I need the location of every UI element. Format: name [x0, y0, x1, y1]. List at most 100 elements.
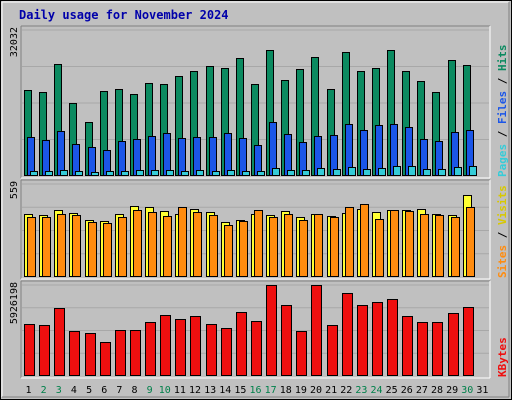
- day-label-1: 1: [26, 385, 32, 396]
- bar-sites-day-8: [133, 210, 142, 277]
- bar-files-day-5: [91, 172, 99, 176]
- bar-files-day-23: [363, 169, 371, 176]
- day-label-9: 9: [147, 385, 153, 396]
- day-label-17: 17: [265, 385, 277, 396]
- bar-kbytes-day-10: [160, 315, 171, 376]
- bar-kbytes-day-11: [175, 319, 186, 376]
- day-labels: 1 2 3 4 5 6 7 8 9 10 11 12 13 14 15 16 17 18 19 20 21 22 23 24 2…: [26, 385, 489, 396]
- right-label-sites: Sites: [496, 245, 509, 278]
- bar-sites-day-30: [466, 207, 475, 277]
- day-label-11: 11: [174, 385, 186, 396]
- bar-files-day-8: [136, 170, 144, 176]
- bar-pages-day-7: [118, 141, 126, 176]
- bar-files-day-16: [257, 171, 265, 176]
- bar-sites-day-28: [435, 215, 444, 277]
- bar-sites-day-26: [405, 211, 414, 277]
- bar-kbytes-day-9: [145, 322, 156, 376]
- bar-pages-day-13: [209, 137, 217, 176]
- bar-sites-day-27: [420, 214, 429, 277]
- day-label-26: 26: [401, 385, 413, 396]
- right-label-files: Files: [496, 91, 509, 124]
- bar-pages-day-11: [178, 138, 186, 176]
- bar-files-day-6: [106, 171, 114, 176]
- bar-kbytes-day-30: [463, 307, 474, 376]
- bar-sites-day-25: [390, 210, 399, 277]
- bar-kbytes-day-14: [221, 328, 232, 376]
- right-labels-visits: Sites / Visits: [496, 185, 509, 278]
- day-label-27: 27: [416, 385, 428, 396]
- bar-sites-day-22: [345, 207, 354, 277]
- bar-pages-day-5: [88, 147, 96, 176]
- bar-pages-day-2: [42, 140, 50, 176]
- series-kbytes: [24, 285, 474, 376]
- bar-files-day-3: [60, 170, 68, 176]
- right-label-hits: Hits: [496, 45, 509, 72]
- panel-kbytes: 5926198 KBytes: [9, 280, 509, 379]
- day-label-19: 19: [295, 385, 307, 396]
- series-sites: [27, 204, 475, 277]
- bar-sites-day-17: [269, 217, 278, 277]
- bar-kbytes-day-16: [251, 321, 262, 376]
- bar-pages-day-10: [163, 133, 171, 176]
- bar-files-day-13: [212, 171, 220, 176]
- bar-pages-day-14: [224, 133, 232, 176]
- day-label-18: 18: [280, 385, 292, 396]
- day-label-7: 7: [116, 385, 122, 396]
- bar-kbytes-day-23: [357, 305, 368, 376]
- panel-hits: 32032 Pages / Files / Hits: [9, 25, 509, 179]
- bar-kbytes-day-21: [327, 325, 338, 376]
- bar-kbytes-day-13: [206, 324, 217, 376]
- bar-files-day-27: [423, 169, 431, 176]
- bar-kbytes-day-5: [85, 333, 96, 376]
- day-label-12: 12: [189, 385, 201, 396]
- bar-files-day-26: [408, 166, 416, 176]
- bar-pages-day-12: [193, 137, 201, 176]
- bar-kbytes-day-4: [69, 331, 80, 376]
- day-label-24: 24: [371, 385, 383, 396]
- bar-kbytes-day-6: [100, 342, 111, 376]
- bar-sites-day-11: [178, 207, 187, 277]
- day-label-29: 29: [446, 385, 458, 396]
- right-label-kbytes: KBytes: [496, 337, 509, 377]
- day-label-25: 25: [386, 385, 398, 396]
- bar-files-day-30: [469, 166, 477, 176]
- bar-sites-day-6: [103, 223, 112, 277]
- bar-files-day-25: [393, 166, 401, 176]
- bar-kbytes-day-7: [115, 330, 126, 376]
- day-label-13: 13: [204, 385, 216, 396]
- bar-kbytes-day-25: [387, 299, 398, 376]
- bar-pages-day-15: [239, 138, 247, 176]
- bar-sites-day-19: [299, 220, 308, 277]
- bar-files-day-7: [121, 171, 129, 176]
- bar-files-day-18: [287, 170, 295, 176]
- bar-sites-day-2: [42, 217, 51, 277]
- label-separator: /: [496, 225, 509, 245]
- max-label-kbytes: 5926198: [9, 282, 20, 324]
- bar-files-day-10: [166, 170, 174, 176]
- bar-kbytes-day-2: [39, 325, 50, 376]
- bar-kbytes-day-28: [432, 322, 443, 376]
- bar-pages-day-9: [148, 136, 156, 176]
- bar-files-day-4: [75, 171, 83, 176]
- bar-files-day-28: [438, 169, 446, 176]
- right-labels-kbytes: KBytes: [496, 337, 509, 377]
- day-label-10: 10: [159, 385, 171, 396]
- bar-sites-day-13: [209, 215, 218, 277]
- bar-pages-day-1: [27, 137, 35, 176]
- bar-sites-day-12: [193, 212, 202, 277]
- bar-sites-day-1: [27, 217, 36, 277]
- bar-files-day-1: [30, 171, 38, 176]
- bar-sites-day-29: [451, 217, 460, 277]
- day-label-16: 16: [249, 385, 261, 396]
- day-label-20: 20: [310, 385, 322, 396]
- bar-files-day-14: [227, 170, 235, 176]
- bar-files-day-15: [242, 171, 250, 176]
- bar-kbytes-day-3: [54, 308, 65, 376]
- day-label-2: 2: [41, 385, 47, 396]
- day-label-5: 5: [86, 385, 92, 396]
- bar-sites-day-23: [360, 204, 369, 277]
- bar-pages-day-3: [57, 131, 65, 176]
- bar-pages-day-4: [72, 144, 80, 176]
